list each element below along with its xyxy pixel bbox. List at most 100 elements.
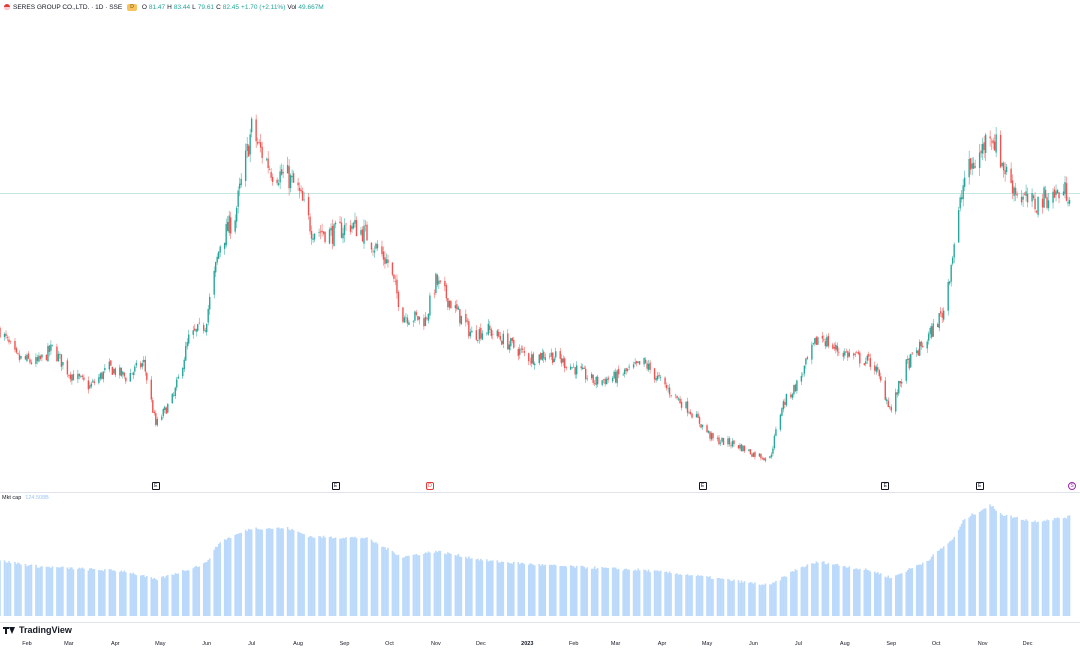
symbol-title[interactable]: SERES GROUP CO.,LTD. · 1D · SSE (13, 3, 123, 11)
time-tick: Apr (111, 641, 120, 647)
mkt-cap-bar (634, 569, 636, 616)
mkt-cap-bar (208, 558, 211, 616)
candle (27, 351, 30, 360)
mkt-cap-bar (402, 557, 404, 616)
candle (947, 279, 949, 316)
earnings-event-marker[interactable]: E (331, 482, 340, 490)
mkt-cap-bar (857, 569, 860, 616)
mkt-cap-bar (710, 578, 713, 616)
candle (481, 330, 484, 341)
mkt-cap-bar (403, 557, 406, 616)
mkt-cap-bar (246, 531, 248, 616)
candle (373, 245, 376, 258)
mkt-cap-bar (80, 568, 82, 616)
candle (66, 357, 69, 378)
candle (80, 374, 82, 379)
candle (992, 137, 994, 150)
mkt-cap-bar (859, 568, 861, 616)
mkt-cap-bar (530, 563, 533, 616)
candle (89, 381, 91, 390)
time-tick: Oct (931, 641, 941, 647)
earnings-event-marker[interactable]: E (698, 482, 707, 490)
mkt-cap-bar (679, 574, 681, 616)
mkt-cap-bar (9, 563, 12, 616)
mkt-cap-bar (695, 576, 698, 616)
candle (235, 205, 238, 229)
mkt-cap-bar (605, 567, 608, 616)
candle (532, 351, 534, 366)
mkt-cap-bar (718, 577, 720, 616)
candle (310, 225, 313, 245)
candle (611, 376, 614, 384)
mkt-cap-bar (111, 570, 114, 616)
candle (498, 328, 500, 338)
price-chart[interactable] (0, 14, 1080, 492)
candle (716, 435, 719, 442)
mkt-cap-bar (234, 534, 236, 616)
mkt-cap-bar (101, 570, 103, 616)
candle (815, 335, 818, 346)
pane-divider[interactable] (0, 492, 1080, 493)
mkt-cap-bar (134, 574, 136, 616)
time-axis[interactable]: Feb Mar Apr May Jun Jul Aug Sep Oct Nov Dec 2023 Feb… (0, 638, 1080, 652)
mkt-cap-bar (963, 519, 966, 616)
candle (334, 220, 337, 229)
split-event-marker[interactable]: S (1068, 482, 1076, 490)
candle (370, 242, 373, 253)
candle (561, 353, 563, 367)
mkt-cap-bar (166, 574, 169, 616)
mkt-cap-bar (968, 517, 970, 616)
candle (803, 365, 806, 377)
candle (250, 116, 253, 138)
mkt-cap-bar (151, 578, 154, 616)
mkt-cap-bar (59, 567, 61, 616)
candle (1062, 183, 1065, 196)
candle (62, 361, 64, 370)
earnings-event-marker[interactable]: E (881, 482, 890, 490)
candle (125, 376, 127, 385)
candle (564, 356, 566, 373)
mkt-cap-chart[interactable] (0, 492, 1080, 622)
candle (950, 263, 952, 287)
candle (824, 338, 827, 350)
candle (877, 363, 879, 373)
tradingview-logo[interactable]: TradingView (3, 625, 72, 635)
dividend-event-marker[interactable]: D (425, 482, 434, 490)
mkt-cap-bar (18, 563, 21, 616)
earnings-event-marker[interactable]: E (151, 482, 160, 490)
candle (72, 370, 75, 381)
mkt-cap-title[interactable]: Mkt cap (2, 495, 22, 501)
candle (14, 338, 16, 353)
candle (120, 367, 123, 377)
candle (141, 360, 144, 370)
mkt-cap-bar (140, 575, 142, 616)
candle (457, 305, 460, 310)
mkt-cap-bar (1052, 520, 1054, 616)
mkt-cap-bar (370, 539, 373, 616)
candle (162, 407, 164, 419)
mkt-cap-bar (108, 569, 111, 616)
candle (688, 410, 690, 415)
mkt-cap-bar (444, 553, 446, 616)
volume-label: Vol (287, 3, 297, 11)
candle (649, 359, 651, 374)
candle (424, 312, 427, 327)
candle (354, 212, 356, 228)
mkt-cap-bar (942, 546, 945, 616)
china-flag-icon (4, 4, 10, 10)
mkt-cap-bar (740, 580, 743, 616)
earnings-event-marker[interactable]: E (975, 482, 984, 490)
mkt-cap-bar (114, 571, 117, 616)
candle (538, 354, 540, 366)
mkt-cap-bar (897, 574, 900, 616)
candle (1025, 184, 1027, 202)
candle (292, 170, 295, 183)
candle (153, 409, 155, 416)
candle (438, 276, 440, 290)
mkt-cap-bar (418, 555, 421, 616)
mkt-cap-bar (310, 536, 313, 616)
mkt-cap-bar (800, 567, 803, 616)
mkt-cap-bar (216, 546, 218, 616)
mkt-cap-bar (342, 537, 344, 616)
data-badge[interactable]: D (127, 3, 137, 11)
